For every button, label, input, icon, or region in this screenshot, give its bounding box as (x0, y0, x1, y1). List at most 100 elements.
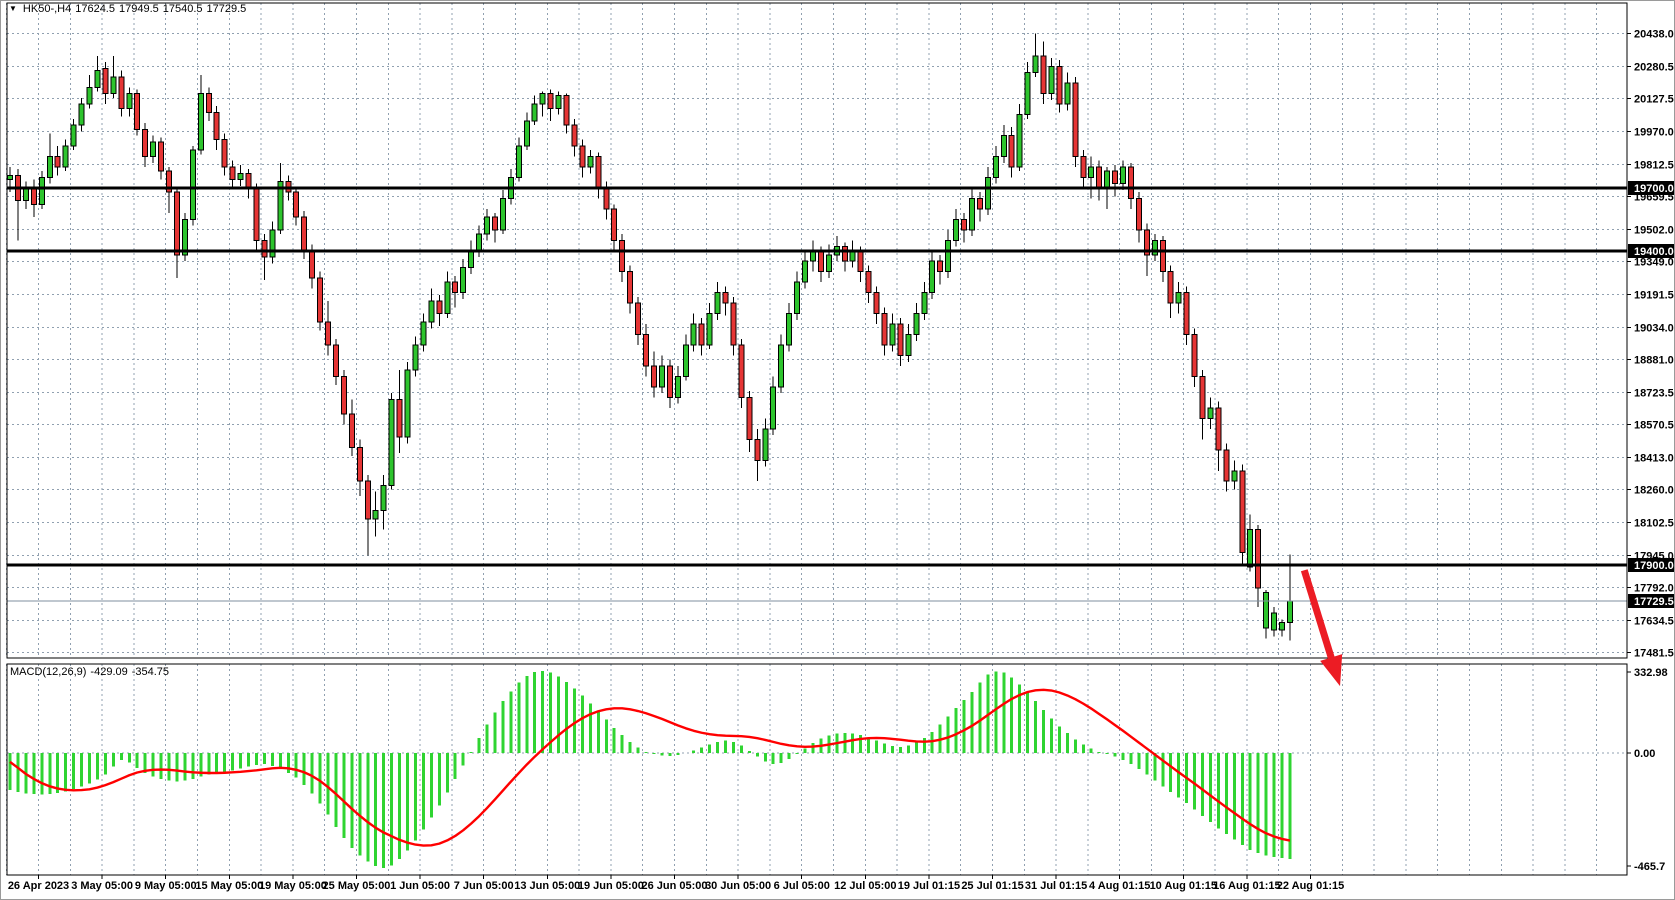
bull-candle (1207, 407, 1214, 419)
price-panel-border (6, 2, 1628, 659)
grid-lines (6, 3, 1627, 875)
bear-candle (722, 292, 729, 304)
bull-candle (7, 174, 13, 181)
bear-candle (142, 128, 149, 157)
bear-candle (158, 141, 165, 172)
bear-candle (571, 124, 578, 147)
price-tick-label: 18102.5 (1634, 518, 1674, 530)
price-tick-label: 19191.5 (1634, 289, 1674, 301)
bull-candle (913, 313, 920, 336)
bull-candle (388, 399, 395, 486)
price-axis[interactable]: 20438.020280.520127.519970.019812.519659… (1627, 28, 1675, 873)
bear-candle (491, 216, 498, 231)
symbol-label: HK50-,H4 (22, 3, 72, 15)
bear-candle (1191, 334, 1198, 377)
readout-high: 17949.5 (118, 3, 159, 15)
bull-candle (1120, 166, 1126, 185)
bear-candle (317, 277, 324, 323)
bull-candle (277, 181, 284, 231)
bull-candle (38, 176, 45, 206)
bear-candle (118, 76, 125, 109)
bull-candle (1175, 292, 1182, 304)
trend-arrow[interactable] (1300, 569, 1343, 687)
bear-candle (595, 155, 602, 189)
macd-label: MACD(12,26,9) (10, 666, 87, 678)
bear-candle (356, 447, 363, 482)
bear-candle (650, 365, 657, 388)
price-tick-label: 19034.0 (1634, 322, 1674, 334)
bull-candle (1064, 82, 1071, 105)
bear-candle (340, 375, 347, 415)
macd-readout: MACD(12,26,9) -429.09 -354.75 (10, 666, 173, 678)
readout-close: 17729.5 (206, 3, 247, 15)
time-tick-label: 19 May 05:00 (259, 880, 327, 892)
bull-candle (269, 229, 276, 258)
bull-candle (714, 292, 721, 315)
bull-candle (539, 93, 546, 105)
bull-candle (126, 93, 133, 109)
time-tick-label: 16 Aug 01:15 (1213, 880, 1280, 892)
bull-candle (1104, 170, 1111, 189)
bull-candle (197, 93, 204, 151)
bull-candle (674, 375, 681, 398)
readout-low: 17540.5 (162, 3, 203, 15)
bull-candle (1263, 591, 1270, 629)
time-tick-label: 25 Jul 01:15 (961, 880, 1023, 892)
bear-candle (1199, 375, 1206, 419)
bull-candle (945, 239, 952, 273)
bull-candle (555, 95, 562, 109)
bear-candle (1040, 55, 1047, 95)
price-tick-label: 20127.5 (1634, 93, 1674, 105)
bear-candle (643, 334, 649, 367)
bear-candle (579, 145, 586, 168)
bull-candle (1032, 55, 1039, 74)
bull-candle (929, 260, 936, 294)
bear-candle (563, 95, 570, 126)
price-tag-label: 19700.0 (1634, 183, 1674, 195)
bull-candle (921, 292, 928, 315)
bull-candle (86, 86, 93, 105)
bear-candle (873, 292, 880, 315)
bear-candle (627, 271, 634, 304)
bull-candle (1151, 239, 1158, 256)
price-tick-label: 18881.0 (1634, 355, 1674, 367)
bull-candle (515, 145, 522, 178)
bull-candle (968, 197, 975, 231)
bull-candle (460, 267, 467, 294)
bear-candle (698, 323, 705, 346)
bull-candle (587, 155, 594, 168)
bull-candle (78, 103, 85, 126)
macd-panel[interactable] (8, 670, 1292, 869)
price-tick-label: 17634.5 (1634, 616, 1674, 628)
bull-candle (786, 313, 793, 346)
bull-candle (189, 149, 196, 220)
bull-candle (1271, 612, 1278, 631)
bear-candle (205, 93, 212, 113)
bear-candle (102, 67, 109, 95)
symbol-dropdown-icon[interactable]: ▼ (9, 4, 17, 13)
bull-candle (1048, 65, 1055, 95)
bear-candle (897, 323, 904, 357)
bear-candle (1143, 229, 1150, 256)
time-tick-label: 9 May 05:00 (135, 880, 197, 892)
bull-candle (825, 254, 832, 273)
time-tick-label: 6 Jul 05:00 (774, 880, 830, 892)
bull-candle (778, 344, 785, 388)
price-tick-label: 17481.5 (1634, 648, 1674, 660)
bear-candle (54, 155, 61, 168)
bear-candle (1112, 170, 1119, 185)
bull-candle (770, 386, 777, 430)
bull-candle (706, 313, 713, 346)
bear-candle (221, 139, 228, 168)
time-tick-label: 19 Jun 05:00 (578, 880, 644, 892)
bull-candle (420, 321, 427, 346)
price-chart-panel[interactable] (7, 33, 1627, 641)
candles-group (7, 33, 1293, 641)
bear-candle (1056, 65, 1063, 105)
bear-candle (881, 313, 888, 346)
bull-candle (372, 510, 379, 520)
bear-candle (1135, 197, 1142, 231)
